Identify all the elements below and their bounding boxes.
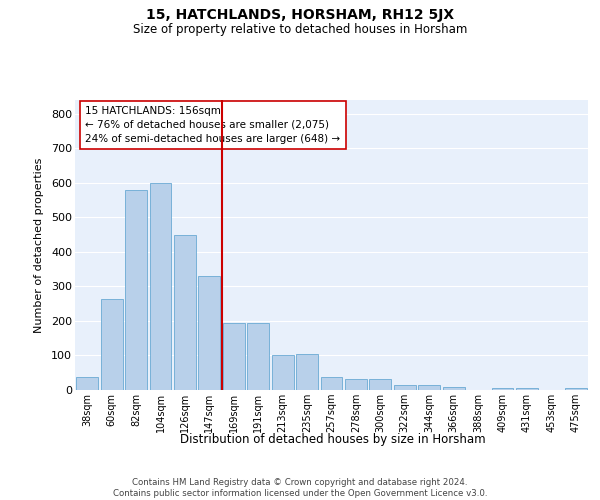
Bar [491,388,514,390]
Bar [199,276,220,390]
Bar [418,385,440,390]
Bar [345,379,367,390]
Bar [370,379,391,390]
Bar [516,388,538,390]
Text: Size of property relative to detached houses in Horsham: Size of property relative to detached ho… [133,22,467,36]
Bar [296,354,318,390]
Text: 15 HATCHLANDS: 156sqm
← 76% of detached houses are smaller (2,075)
24% of semi-d: 15 HATCHLANDS: 156sqm ← 76% of detached … [85,106,340,144]
Bar [223,322,245,390]
Bar [320,377,343,390]
Bar [565,388,587,390]
Y-axis label: Number of detached properties: Number of detached properties [34,158,44,332]
Bar [272,356,293,390]
Bar [101,298,122,390]
Text: Distribution of detached houses by size in Horsham: Distribution of detached houses by size … [180,432,486,446]
Bar [394,385,416,390]
Text: 15, HATCHLANDS, HORSHAM, RH12 5JX: 15, HATCHLANDS, HORSHAM, RH12 5JX [146,8,454,22]
Bar [174,234,196,390]
Bar [125,190,147,390]
Bar [149,183,172,390]
Bar [443,386,464,390]
Bar [76,377,98,390]
Bar [247,322,269,390]
Text: Contains HM Land Registry data © Crown copyright and database right 2024.
Contai: Contains HM Land Registry data © Crown c… [113,478,487,498]
